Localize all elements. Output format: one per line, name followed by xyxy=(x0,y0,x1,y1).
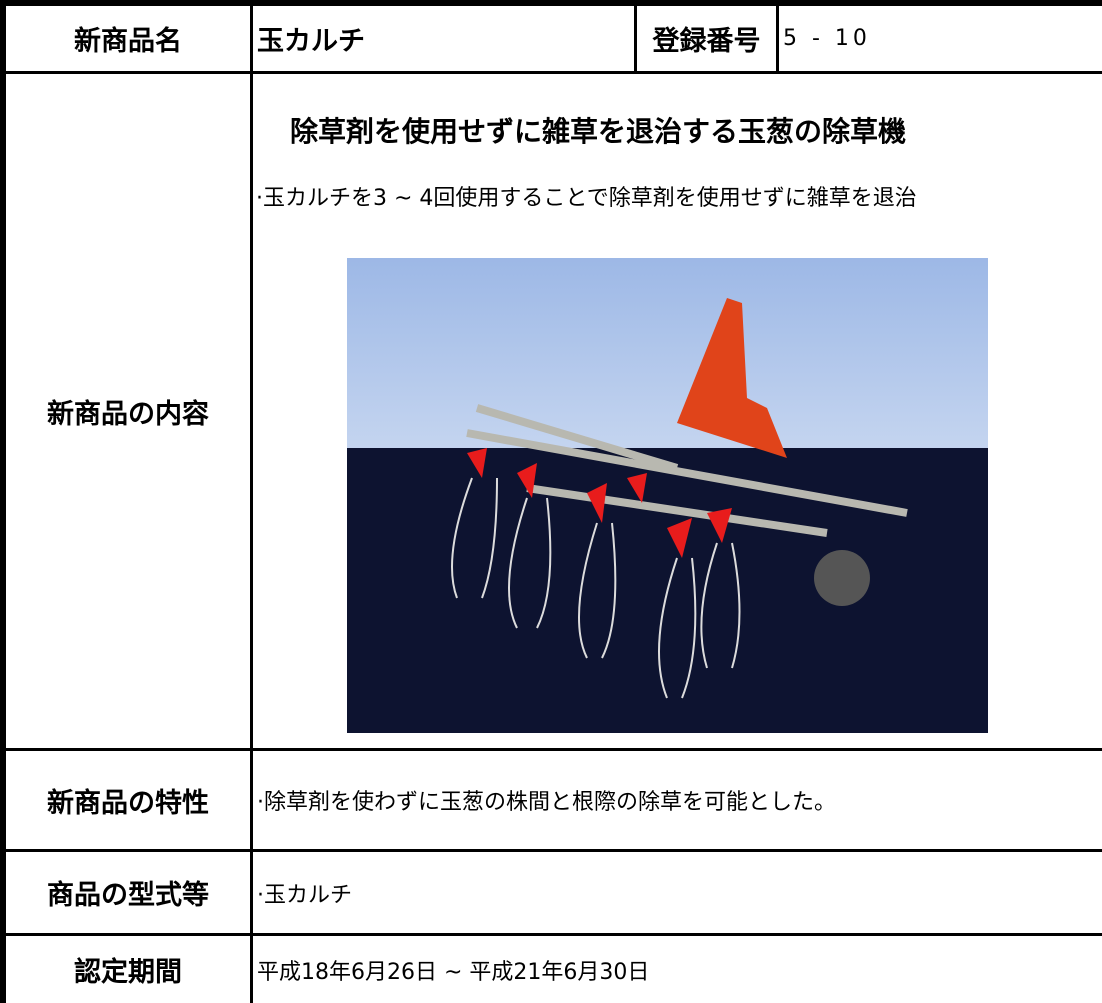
model-text: ·玉カルチ xyxy=(257,882,352,908)
border xyxy=(250,0,253,1003)
label: 新商品名 xyxy=(74,26,182,57)
border xyxy=(634,0,637,73)
label: 商品の型式等 xyxy=(47,880,209,911)
period-text: 平成18年6月26日 ~ 平成21年6月30日 xyxy=(257,959,650,985)
label: 新商品の特性 xyxy=(47,787,209,819)
border xyxy=(0,849,1102,852)
border xyxy=(0,0,6,1003)
product-name: 玉カルチ xyxy=(257,26,365,57)
product-photo xyxy=(347,258,988,733)
bullet: ·玉カルチを3 ~ 4回使用することで除草剤を使用せずに雑草を退治 xyxy=(256,186,917,211)
border xyxy=(0,0,1102,6)
label: 認定期間 xyxy=(74,957,182,988)
features-text: ·除草剤を使わずに玉葱の株間と根際の除草を可能とした。 xyxy=(257,790,836,815)
reg-number: 5 - 10 xyxy=(783,26,871,51)
border xyxy=(776,0,779,73)
heading: 除草剤を使用せずに雑草を退治する玉葱の除草機 xyxy=(290,115,907,148)
border xyxy=(0,748,1102,751)
border xyxy=(0,71,1102,74)
label: 新商品の内容 xyxy=(47,398,209,430)
label: 登録番号 xyxy=(652,26,761,57)
border xyxy=(0,933,1102,936)
